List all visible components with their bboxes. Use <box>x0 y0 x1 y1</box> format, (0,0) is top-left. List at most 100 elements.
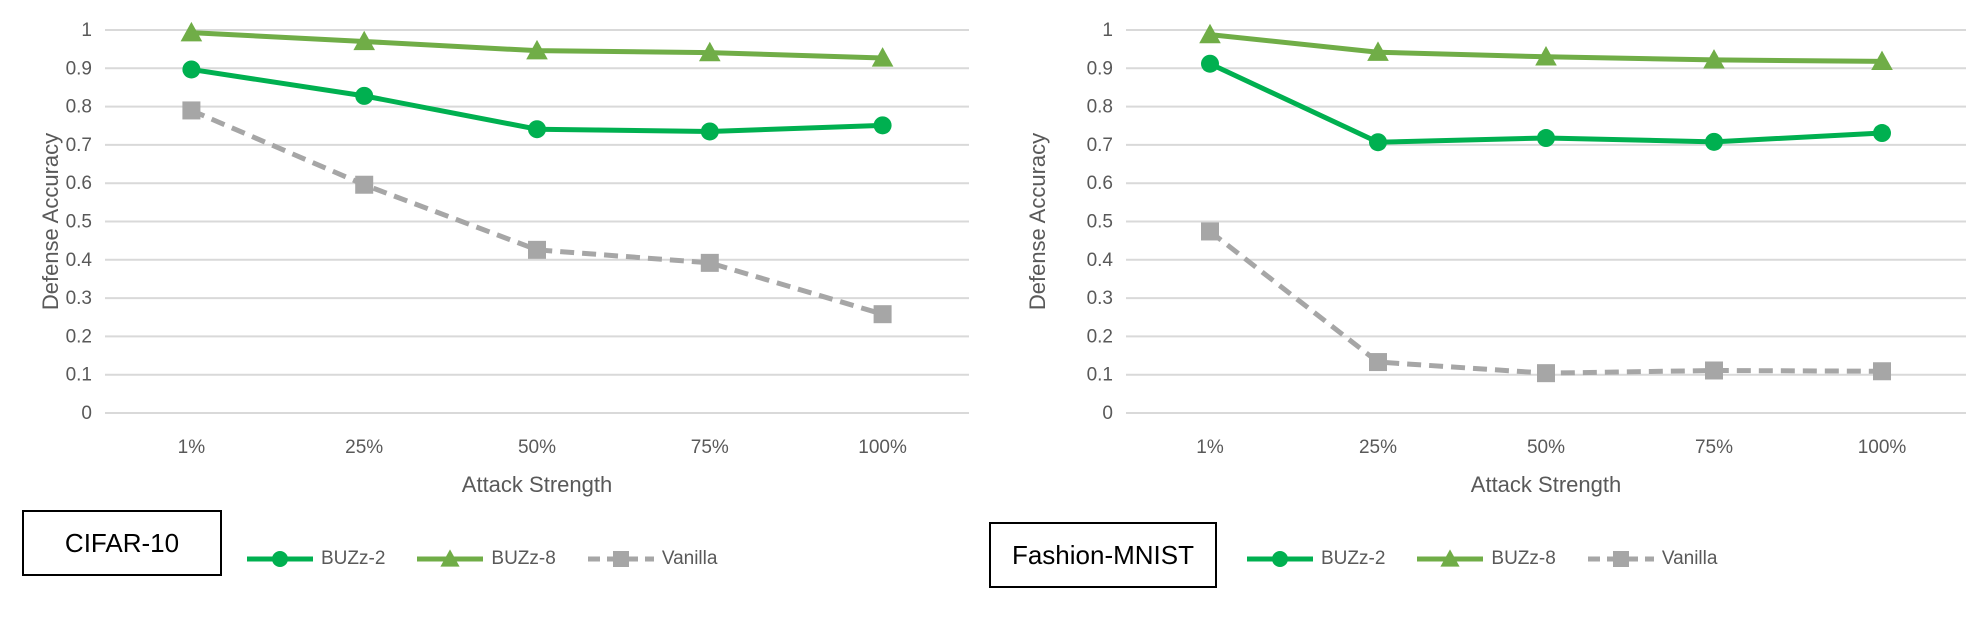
circle-marker <box>182 60 201 79</box>
legend: BUZz-2 BUZz-8 Vanilla <box>245 545 747 573</box>
chart-cifar10: 0 0.1 0.2 0.3 0.4 0.5 0.6 0.7 0.8 0.9 1 1% 25% 50% 75%… <box>38 20 969 497</box>
y-tick-label: 0.3 <box>66 288 92 309</box>
triangle-marker <box>353 30 375 51</box>
square-marker <box>1369 353 1387 372</box>
triangle-marker <box>180 21 203 42</box>
y-tick-label: 0.5 <box>1087 212 1113 233</box>
x-tick-label: 50% <box>518 437 556 458</box>
series-buzz-8 <box>1199 23 1893 71</box>
legend: BUZz-2 BUZz-8 Vanilla <box>1245 545 1747 573</box>
triangle-marker <box>1871 50 1893 71</box>
x-axis-title: Attack Strength <box>1471 472 1621 497</box>
square-marker <box>1537 364 1555 383</box>
circle-marker <box>1873 124 1891 143</box>
triangle-marker <box>871 47 894 67</box>
legend-label: BUZz-8 <box>1491 548 1556 569</box>
chart-panel-cifar10: 0 0.1 0.2 0.3 0.4 0.5 0.6 0.7 0.8 0.9 1 1% 25% 50% 75%… <box>22 20 969 576</box>
circle-marker <box>528 120 546 139</box>
square-marker <box>1201 222 1219 241</box>
circle-marker <box>272 551 288 567</box>
triangle-marker <box>699 41 721 62</box>
legend-label: BUZz-2 <box>321 548 386 569</box>
square-marker <box>528 240 546 259</box>
series-line <box>1208 229 1883 376</box>
x-tick-label: 25% <box>345 437 383 458</box>
circle-marker <box>1272 551 1288 567</box>
y-tick-label: 0.3 <box>1087 288 1113 309</box>
dataset-label: CIFAR-10 <box>22 510 222 576</box>
legend-swatch <box>247 551 313 567</box>
triangle-marker <box>1367 41 1389 61</box>
y-tick-label: 1 <box>1102 20 1113 41</box>
circle-marker <box>1705 132 1723 151</box>
x-tick-label: 75% <box>1695 437 1733 458</box>
dataset-label: Fashion-MNIST <box>989 522 1217 588</box>
legend-label: Vanilla <box>1661 548 1718 569</box>
circle-marker <box>1201 54 1219 73</box>
series-vanilla <box>182 101 892 324</box>
triangle-marker <box>440 549 461 567</box>
chart-fashion-mnist: 0 0.1 0.2 0.3 0.4 0.5 0.6 0.7 0.8 0.9 1 1% 25% 50% 75%… <box>1025 20 1966 497</box>
y-tick-label: 0.8 <box>66 97 92 118</box>
x-tick-label: 1% <box>1196 437 1224 458</box>
x-axis-title: Attack Strength <box>462 472 612 497</box>
circle-marker <box>355 86 374 105</box>
y-tick-label: 0 <box>1102 403 1113 424</box>
circle-marker <box>1369 133 1387 152</box>
x-tick-label: 1% <box>178 437 206 458</box>
circle-marker <box>1537 129 1555 148</box>
legend-item: BUZz-8 <box>1415 547 1556 571</box>
square-marker <box>873 305 892 324</box>
y-tick-label: 0.5 <box>66 212 92 233</box>
square-marker <box>612 551 629 567</box>
y-axis-title: Defense Accuracy <box>1025 133 1050 310</box>
x-tick-label: 25% <box>1359 437 1397 458</box>
chart-panel-fashion-mnist: 0 0.1 0.2 0.3 0.4 0.5 0.6 0.7 0.8 0.9 1 1% 25% 50% 75%… <box>989 0 1978 632</box>
legend-swatch <box>417 549 484 567</box>
legend-swatch <box>1587 551 1654 567</box>
series-buzz-8 <box>180 21 894 67</box>
triangle-marker <box>1703 49 1725 69</box>
y-tick-label: 0.7 <box>66 135 92 156</box>
square-marker <box>1873 362 1891 381</box>
y-tick-label: 0.2 <box>1087 326 1113 347</box>
legend-swatch <box>587 551 654 567</box>
legend-item: BUZz-2 <box>1245 547 1385 571</box>
legend-label: BUZz-2 <box>1321 548 1386 569</box>
triangle-marker <box>1535 46 1557 66</box>
legend-swatch <box>1417 549 1484 567</box>
legend-label: Vanilla <box>661 548 718 569</box>
series-buzz-2 <box>1201 54 1891 152</box>
x-tick-label: 50% <box>1527 437 1565 458</box>
y-tick-label: 0.6 <box>1087 173 1113 194</box>
legend-item: Vanilla <box>1586 547 1718 571</box>
legend-item: Vanilla <box>586 547 718 571</box>
y-tick-label: 0.8 <box>1087 97 1113 118</box>
triangle-marker <box>1199 23 1221 44</box>
square-marker <box>182 101 201 120</box>
y-tick-label: 0.1 <box>1087 365 1113 386</box>
y-tick-label: 0.1 <box>66 365 92 386</box>
legend-swatch <box>1247 551 1313 567</box>
y-tick-label: 0.9 <box>1087 58 1113 79</box>
y-tick-label: 0.9 <box>66 58 92 79</box>
series-line <box>190 108 884 317</box>
circle-marker <box>873 116 892 135</box>
y-tick-label: 0.2 <box>66 326 92 347</box>
y-tick-label: 0.4 <box>66 250 93 271</box>
y-tick-label: 0.7 <box>1087 135 1113 156</box>
legend-item: BUZz-2 <box>245 547 385 571</box>
square-marker <box>355 175 374 194</box>
square-marker <box>1612 551 1629 567</box>
y-tick-label: 0 <box>81 403 92 424</box>
y-tick-label: 0.6 <box>66 173 92 194</box>
square-marker <box>700 253 719 272</box>
square-marker <box>1705 361 1723 380</box>
legend-item: BUZz-8 <box>415 547 556 571</box>
legend-label: BUZz-8 <box>491 548 556 569</box>
y-axis-title: Defense Accuracy <box>38 133 63 310</box>
circle-marker <box>700 122 719 141</box>
series-buzz-2 <box>182 60 892 141</box>
series-vanilla <box>1201 222 1891 383</box>
x-tick-label: 75% <box>691 437 729 458</box>
